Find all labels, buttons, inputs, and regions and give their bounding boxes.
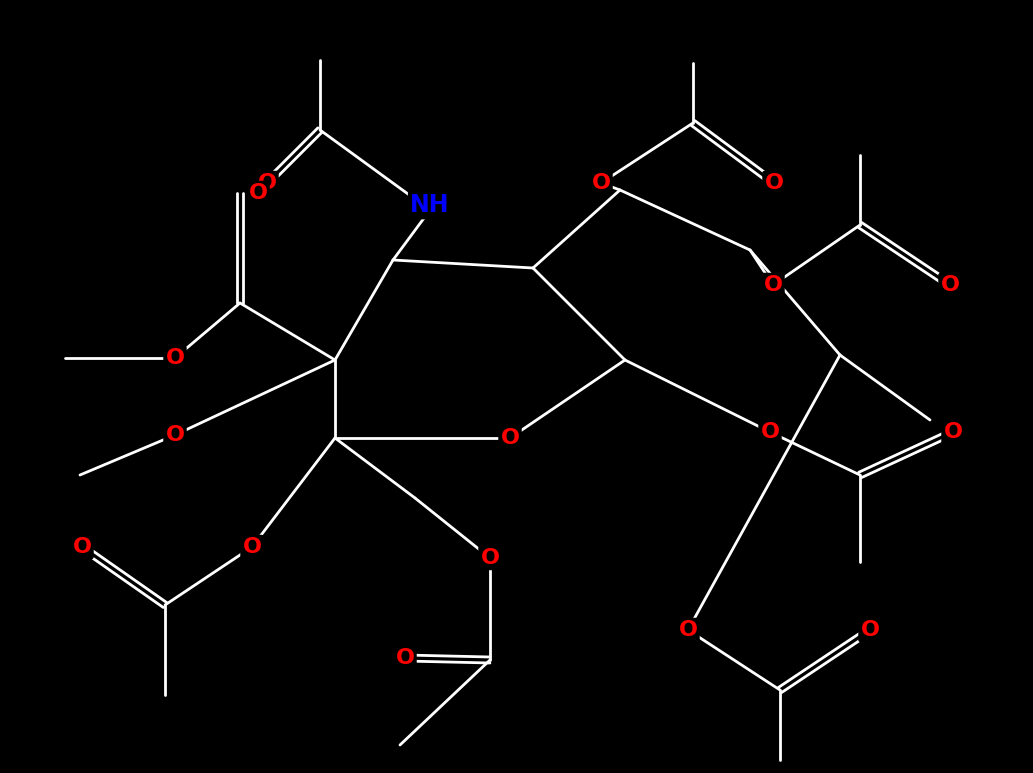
Text: O: O <box>396 648 414 668</box>
Text: O: O <box>860 620 879 640</box>
Text: O: O <box>249 183 268 203</box>
Text: O: O <box>257 173 277 193</box>
Text: O: O <box>764 173 783 193</box>
Text: O: O <box>165 348 185 368</box>
Text: O: O <box>72 537 92 557</box>
Text: NH: NH <box>410 193 449 217</box>
Text: O: O <box>679 620 697 640</box>
Text: O: O <box>943 422 963 442</box>
Text: O: O <box>480 548 500 568</box>
Text: O: O <box>243 537 261 557</box>
Text: O: O <box>763 275 783 295</box>
Text: O: O <box>940 275 960 295</box>
Text: O: O <box>501 428 520 448</box>
Text: O: O <box>592 173 611 193</box>
Text: O: O <box>760 422 780 442</box>
Text: O: O <box>165 425 185 445</box>
